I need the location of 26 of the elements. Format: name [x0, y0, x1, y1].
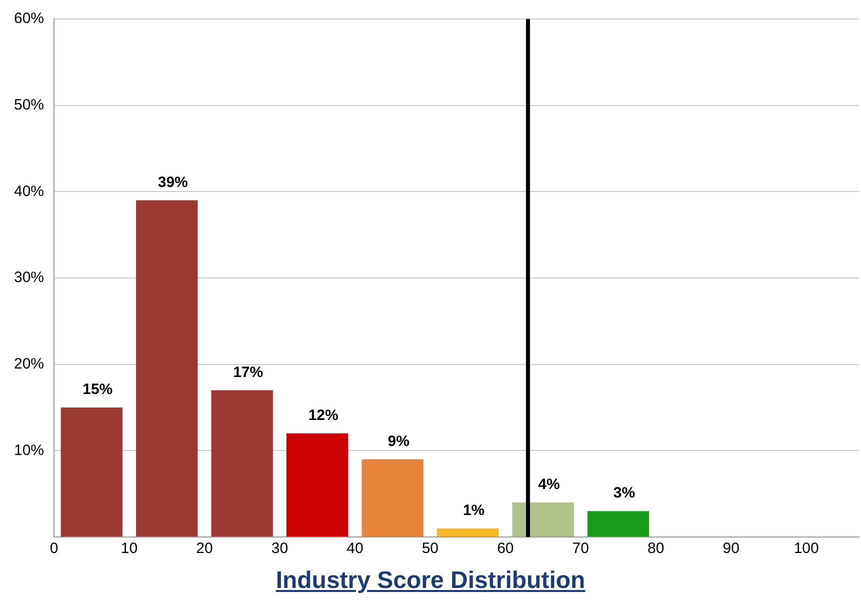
- data-label: 15%: [82, 381, 113, 398]
- x-tick-label: 10: [120, 540, 138, 558]
- data-label: 1%: [462, 502, 485, 520]
- x-tick-label: 100: [794, 540, 819, 558]
- data-label: 3%: [613, 484, 636, 502]
- data-label: 39%: [158, 174, 188, 191]
- x-tick-label: 60: [497, 540, 514, 558]
- y-tick-label: 50%: [14, 96, 44, 114]
- y-tick-label: 10%: [14, 442, 44, 459]
- y-tick-label: 30%: [14, 269, 44, 286]
- data-label: 9%: [388, 432, 410, 450]
- y-tick-label: 40%: [14, 182, 44, 200]
- x-tick-label: 90: [722, 540, 740, 558]
- data-label: 4%: [538, 476, 560, 494]
- data-label: 12%: [308, 407, 338, 424]
- x-tick-label: 50: [422, 540, 439, 558]
- y-tick-label: 20%: [14, 355, 44, 372]
- y-tick-label: 60%: [14, 10, 44, 28]
- x-tick-label: 40: [346, 540, 364, 558]
- data-label: 17%: [233, 364, 264, 381]
- x-tick-label: 30: [271, 540, 288, 558]
- x-tick-label: 0: [50, 540, 58, 558]
- text: Industry Score Distribution: [274, 567, 586, 595]
- x-tick-label: 70: [572, 540, 589, 558]
- x-tick-label: 20: [196, 540, 213, 558]
- x-tick-label: 80: [648, 540, 664, 558]
